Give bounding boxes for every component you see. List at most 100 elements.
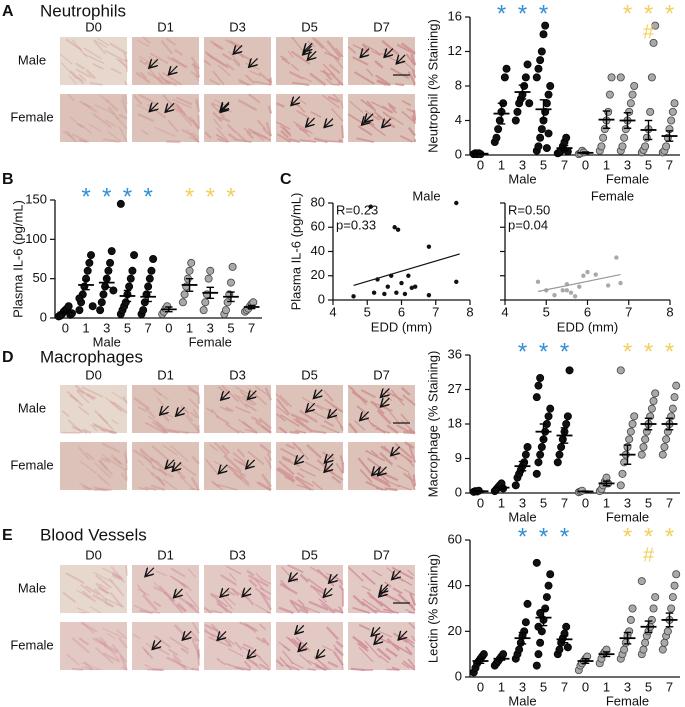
tissue-fiber xyxy=(360,389,376,399)
data-point xyxy=(516,638,525,647)
panel-title: Blood Vessels xyxy=(40,525,147,544)
tissue-fiber xyxy=(97,586,111,595)
tissue-fiber xyxy=(216,137,228,143)
tissue-fiber xyxy=(79,482,93,491)
tissue-fiber xyxy=(235,138,252,143)
arrow xyxy=(324,588,332,596)
tissue-fiber xyxy=(138,486,149,491)
arrow xyxy=(290,573,298,581)
tissue-fiber xyxy=(236,448,246,458)
tissue-fiber xyxy=(354,71,375,85)
micrograph xyxy=(203,565,272,614)
tissue-fiber xyxy=(184,414,200,432)
tissue-fiber xyxy=(244,74,256,85)
data-point xyxy=(126,274,135,283)
y-tick-label: 4 xyxy=(455,112,462,127)
tissue-fiber xyxy=(361,585,372,592)
tissue-fiber xyxy=(261,637,270,647)
micrograph xyxy=(276,36,344,86)
tissue-fiber xyxy=(87,123,102,133)
plot-title: Female xyxy=(591,188,634,203)
micrograph xyxy=(60,621,129,672)
tissue-fiber xyxy=(328,63,341,74)
tissue-fiber xyxy=(69,70,85,85)
tissue-fiber xyxy=(401,386,411,396)
arrow xyxy=(365,114,373,122)
data-point xyxy=(85,258,94,267)
arrow xyxy=(183,631,191,639)
data-point xyxy=(557,442,566,451)
tissue-fiber xyxy=(247,450,265,466)
arrow xyxy=(150,59,158,67)
data-point xyxy=(500,73,509,82)
tissue-fiber xyxy=(315,38,334,57)
tissue-fiber xyxy=(190,56,200,70)
y-tick-label: 60 xyxy=(311,219,325,234)
tissue-fiber xyxy=(210,56,230,69)
tissue-fiber xyxy=(256,119,267,130)
tissue-fiber xyxy=(382,111,394,121)
tissue-fiber xyxy=(196,651,201,666)
micrograph xyxy=(347,94,417,143)
arrow xyxy=(299,643,307,651)
tissue-fiber xyxy=(151,465,174,478)
tissue-fiber xyxy=(164,79,178,87)
x-tick-label: 1 xyxy=(498,157,505,172)
tissue-fiber xyxy=(397,593,414,608)
x-tick-label: 3 xyxy=(519,679,526,694)
data-point xyxy=(521,618,530,627)
data-point xyxy=(658,450,667,459)
tissue-fiber xyxy=(190,476,201,491)
tissue-fiber xyxy=(90,424,98,432)
tissue-fiber xyxy=(335,640,344,648)
tissue-fiber xyxy=(225,565,242,575)
tissue-fiber xyxy=(313,656,331,671)
tissue-fiber xyxy=(322,63,336,77)
tissue-fiber xyxy=(101,453,109,462)
tissue-fiber xyxy=(379,601,395,614)
tissue-fiber xyxy=(278,606,294,615)
data-point xyxy=(536,450,545,459)
tissue-fiber xyxy=(408,622,416,629)
micrograph-bg xyxy=(132,94,199,142)
tissue-fiber xyxy=(306,443,322,459)
tissue-fiber xyxy=(368,596,382,603)
tissue-fiber xyxy=(137,459,145,466)
tissue-fiber xyxy=(94,462,102,469)
tissue-fiber xyxy=(407,126,416,137)
tissue-fiber xyxy=(123,453,129,464)
group-label: Female xyxy=(606,693,649,707)
tissue-fiber xyxy=(284,475,295,483)
tissue-fiber xyxy=(81,621,95,634)
tissue-fiber xyxy=(167,648,179,656)
tissue-fiber xyxy=(94,647,114,664)
tissue-fiber xyxy=(98,459,109,471)
tissue-fiber xyxy=(280,55,288,61)
tissue-fiber xyxy=(210,40,224,50)
data-point xyxy=(147,266,156,275)
micrograph-bg xyxy=(60,565,127,613)
x-tick-label: 5 xyxy=(543,304,550,319)
tissue-fiber xyxy=(93,40,107,55)
data-point xyxy=(651,593,660,602)
arrow xyxy=(248,391,256,399)
data-point xyxy=(382,291,387,297)
tissue-fiber xyxy=(103,642,120,661)
significance-star: * xyxy=(644,338,653,365)
tissue-fiber xyxy=(182,664,194,671)
tissue-fiber xyxy=(387,102,397,110)
tissue-fiber xyxy=(384,405,401,425)
tissue-fiber xyxy=(260,578,272,585)
tissue-fiber xyxy=(408,444,416,463)
micrograph-bg xyxy=(348,37,415,85)
data-point xyxy=(101,282,110,291)
significance-star: * xyxy=(143,183,152,210)
y-axis-label: Plasma IL-6 (pg/mL) xyxy=(288,193,303,311)
data-point xyxy=(479,650,488,659)
data-point xyxy=(546,82,555,91)
tissue-fiber xyxy=(95,574,112,589)
tissue-fiber xyxy=(376,80,387,86)
row-label: Female xyxy=(10,637,53,652)
tissue-fiber xyxy=(237,395,255,406)
tissue-fiber xyxy=(308,600,329,611)
